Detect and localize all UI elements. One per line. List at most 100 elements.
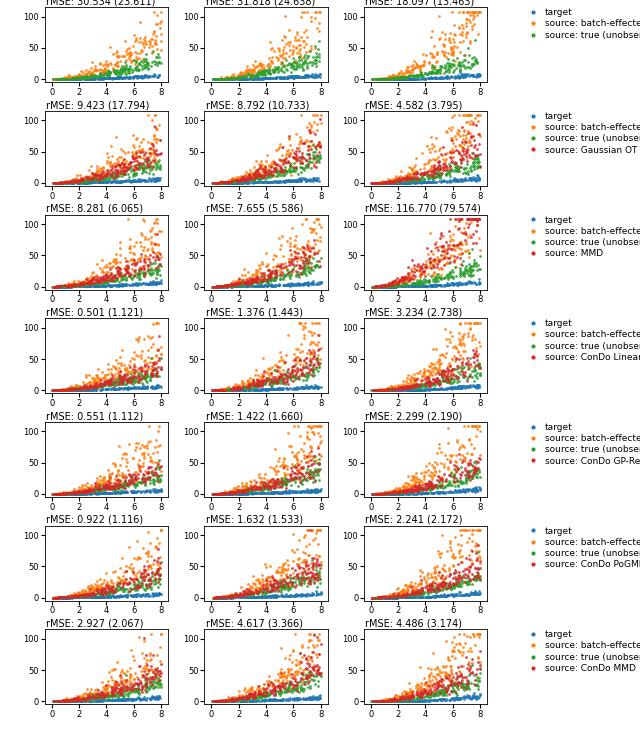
Point <box>441 334 451 345</box>
Point <box>150 692 160 704</box>
Point <box>216 385 227 396</box>
Point <box>431 153 441 165</box>
Point <box>461 245 471 256</box>
Point <box>383 72 394 84</box>
Point <box>389 175 399 187</box>
Point <box>451 353 461 365</box>
Point <box>222 176 232 188</box>
Point <box>248 274 258 285</box>
Point <box>246 688 256 700</box>
Point <box>140 267 150 279</box>
Point <box>210 280 220 292</box>
Point <box>225 72 235 84</box>
Point <box>296 174 306 186</box>
Point <box>397 591 408 603</box>
Point <box>268 487 278 499</box>
Point <box>417 268 428 280</box>
Point <box>248 274 259 286</box>
Point <box>255 64 265 76</box>
Point <box>437 581 447 593</box>
Point <box>280 372 290 383</box>
Point <box>232 73 243 85</box>
Point <box>57 488 67 499</box>
Point <box>469 588 479 599</box>
Point <box>86 278 97 290</box>
Point <box>73 174 83 185</box>
Point <box>71 591 81 603</box>
Text: rMSE: 4.582 (3.795): rMSE: 4.582 (3.795) <box>365 100 463 110</box>
Point <box>265 684 275 696</box>
Point <box>445 588 456 600</box>
Point <box>299 369 309 380</box>
Point <box>103 586 113 598</box>
Point <box>52 695 63 707</box>
Point <box>274 476 284 488</box>
Point <box>313 70 323 82</box>
Point <box>113 476 123 488</box>
Point <box>375 488 385 499</box>
Point <box>139 666 149 677</box>
Point <box>453 380 463 392</box>
Point <box>312 483 322 495</box>
Point <box>381 278 392 290</box>
Point <box>396 693 406 704</box>
Point <box>442 72 452 83</box>
Point <box>253 585 263 597</box>
Point <box>105 591 115 602</box>
Point <box>425 683 435 695</box>
Point <box>305 465 316 477</box>
Point <box>410 577 420 588</box>
Point <box>442 382 452 393</box>
Point <box>388 73 399 85</box>
Point <box>136 665 147 677</box>
Point <box>147 28 157 39</box>
Point <box>444 158 454 169</box>
Point <box>131 478 141 490</box>
Point <box>268 487 278 499</box>
Point <box>108 64 118 75</box>
Point <box>61 695 72 707</box>
Point <box>431 269 441 281</box>
Point <box>377 384 387 396</box>
Point <box>131 590 141 602</box>
Point <box>106 139 116 151</box>
Point <box>234 382 244 393</box>
Point <box>122 383 132 394</box>
Point <box>214 591 225 603</box>
Point <box>463 245 474 256</box>
Point <box>403 384 413 396</box>
Point <box>369 696 379 707</box>
Point <box>107 584 117 596</box>
Point <box>426 358 436 369</box>
Point <box>246 71 256 82</box>
Point <box>56 592 67 604</box>
Point <box>436 578 447 590</box>
Point <box>95 483 106 495</box>
Point <box>68 71 79 82</box>
Point <box>102 70 112 82</box>
Point <box>465 9 476 21</box>
Point <box>263 277 273 288</box>
Point <box>72 175 83 187</box>
Point <box>92 483 102 495</box>
Point <box>51 177 61 189</box>
Point <box>254 488 264 499</box>
Point <box>156 680 166 691</box>
Point <box>369 281 379 293</box>
Point <box>213 281 223 293</box>
Point <box>135 161 145 173</box>
Point <box>404 66 414 77</box>
Point <box>59 280 69 291</box>
Point <box>214 696 224 707</box>
Point <box>228 176 239 188</box>
Point <box>277 563 287 575</box>
Point <box>70 487 81 499</box>
Point <box>390 72 401 84</box>
Point <box>275 383 285 395</box>
Point <box>470 213 480 225</box>
Point <box>118 448 128 460</box>
Point <box>262 487 272 499</box>
Point <box>448 559 458 571</box>
Point <box>442 244 452 256</box>
Point <box>212 281 222 293</box>
